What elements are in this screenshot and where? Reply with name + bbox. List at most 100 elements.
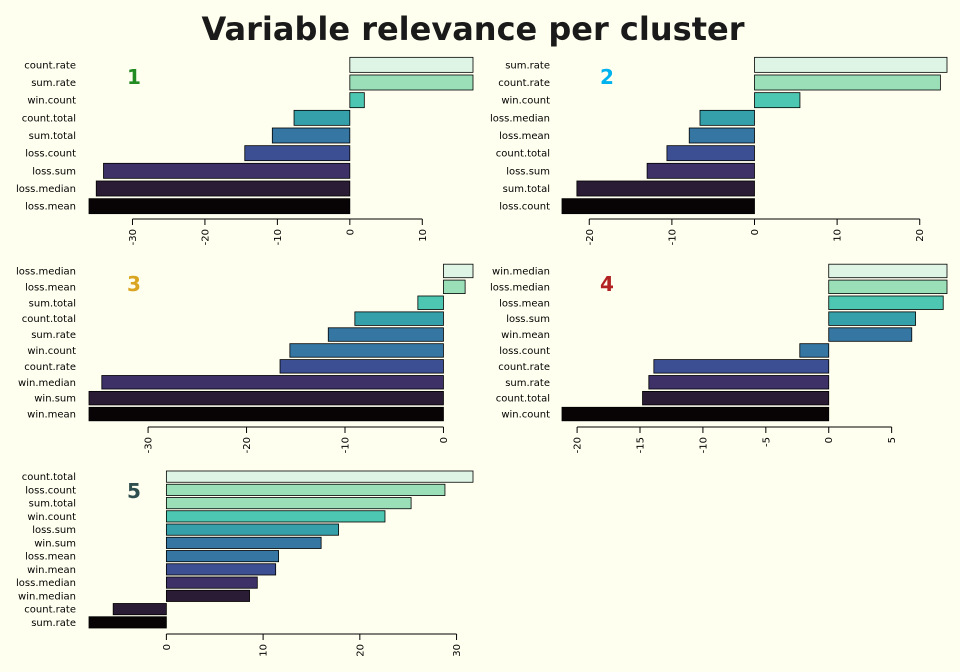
category-label: win.mean (27, 410, 76, 421)
category-label: count.total (496, 394, 550, 405)
category-label: loss.count (25, 485, 76, 496)
x-tick-label: -10 (341, 437, 352, 453)
x-tick-label: 10 (259, 644, 270, 657)
bar-win-count (165, 510, 386, 523)
x-tick-label: -10 (667, 229, 678, 245)
category-label: loss.count (499, 202, 550, 213)
bar-count-total (165, 470, 474, 483)
x-tick-label: -15 (636, 437, 647, 453)
category-label: count.total (22, 113, 76, 124)
bar-sum-rate (327, 327, 444, 342)
x-tick-label: -20 (585, 229, 596, 245)
bar-count-rate (112, 603, 167, 616)
bar-loss-sum (103, 162, 351, 179)
category-label: win.count (27, 96, 76, 107)
bar-win-mean (165, 563, 277, 576)
category-label: loss.median (490, 113, 550, 124)
bar-sum-total (271, 127, 351, 144)
bar-loss-count (244, 145, 351, 162)
x-tick-label: 0 (439, 437, 450, 443)
bar-loss-sum (165, 523, 339, 536)
category-label: sum.rate (31, 330, 76, 341)
x-tick-label: 20 (355, 644, 366, 657)
x-tick-label: 0 (162, 644, 173, 650)
panel-cluster-5: count.total loss.count sum.total win.count l… (16, 470, 474, 657)
chart-panels: count.rate sum.rate win.count count.total su… (16, 56, 948, 657)
category-label: sum.rate (505, 60, 550, 71)
bar-loss-median (165, 576, 258, 589)
panel-cluster-1: count.rate sum.rate win.count count.total su… (16, 56, 474, 245)
bar-win-count (349, 92, 365, 109)
category-label: loss.count (499, 346, 550, 357)
panel-cluster-4: win.median loss.median loss.mean loss.sum wi… (490, 263, 948, 453)
category-label: win.count (501, 96, 550, 107)
x-tick-label: 0 (824, 437, 835, 443)
category-label: count.rate (24, 60, 76, 71)
category-label: win.sum (34, 394, 76, 405)
category-label: win.sum (34, 538, 76, 549)
bar-sum-rate (88, 616, 167, 629)
x-tick-label: 10 (833, 229, 844, 242)
bar-count-total (642, 390, 830, 406)
bar-loss-median (828, 279, 948, 295)
cluster-label: 5 (127, 479, 141, 503)
category-label: sum.rate (505, 378, 550, 389)
x-tick-label: -30 (144, 437, 155, 453)
bar-sum-rate (349, 74, 474, 91)
bar-loss-count (561, 198, 755, 215)
bar-count-total (666, 145, 755, 162)
bar-win-median (828, 263, 948, 279)
bar-count-total (293, 109, 351, 126)
bar-loss-count (799, 343, 830, 358)
category-label: count.rate (498, 362, 550, 373)
category-label: loss.mean (25, 202, 76, 213)
x-tick-label: -10 (698, 437, 709, 453)
bar-loss-sum (828, 311, 916, 326)
x-tick-label: 5 (887, 437, 898, 443)
x-tick-label: 0 (345, 229, 356, 235)
category-label: loss.median (16, 184, 76, 195)
bar-win-count (561, 406, 830, 422)
cluster-label: 3 (127, 272, 141, 296)
x-tick-label: -10 (273, 229, 284, 245)
category-label: count.rate (24, 605, 76, 616)
bar-loss-mean (688, 127, 755, 144)
x-tick-label: -30 (128, 229, 139, 245)
bar-loss-median (95, 180, 351, 197)
x-tick-label: 30 (452, 644, 463, 657)
category-label: win.median (492, 266, 550, 277)
category-label: sum.rate (31, 78, 76, 89)
x-tick-label: -20 (200, 229, 211, 245)
category-label: win.mean (501, 330, 550, 341)
bar-sum-rate (648, 375, 830, 390)
category-label: loss.count (25, 149, 76, 160)
category-label: sum.total (29, 499, 76, 510)
bar-win-median (165, 589, 250, 602)
bar-loss-sum (646, 162, 755, 179)
category-label: win.mean (27, 565, 76, 576)
bar-sum-total (576, 180, 755, 197)
x-tick-label: 0 (750, 229, 761, 235)
category-label: sum.rate (31, 618, 76, 629)
category-label: count.total (22, 472, 76, 483)
category-label: count.rate (24, 362, 76, 373)
x-tick-label: 10 (418, 229, 429, 242)
bar-loss-median (443, 263, 474, 279)
category-label: sum.total (503, 184, 550, 195)
category-label: loss.mean (25, 282, 76, 293)
category-label: loss.sum (506, 314, 550, 325)
category-label: sum.total (29, 298, 76, 309)
bar-win-sum (165, 536, 322, 549)
category-label: sum.total (29, 131, 76, 142)
category-label: loss.mean (499, 131, 550, 142)
category-label: win.median (18, 591, 76, 602)
bar-win-count (289, 343, 444, 358)
bar-loss-mean (165, 550, 279, 563)
cluster-label: 1 (127, 65, 141, 89)
x-tick-label: -20 (573, 437, 584, 453)
bar-win-count (754, 92, 801, 109)
bar-loss-mean (88, 198, 351, 215)
bar-win-mean (828, 327, 913, 342)
bar-win-median (101, 375, 444, 390)
